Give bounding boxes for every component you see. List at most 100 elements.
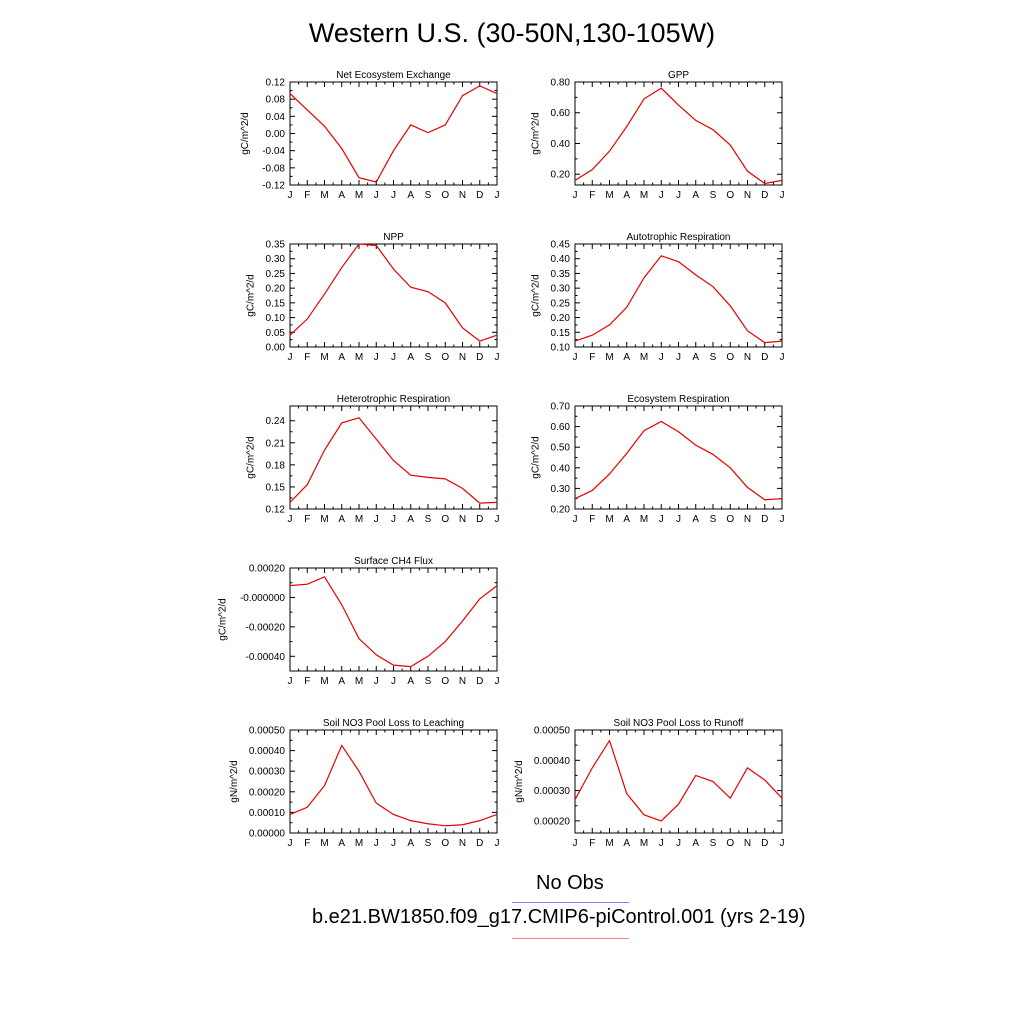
x-tick-label: S bbox=[710, 352, 717, 363]
y-axis-label: gC/m^2/d bbox=[531, 112, 542, 155]
x-tick-label: S bbox=[425, 514, 432, 525]
x-tick-label: M bbox=[355, 676, 363, 687]
x-tick-label: A bbox=[407, 838, 414, 849]
y-tick-label: 0.00020 bbox=[249, 564, 286, 575]
series-line bbox=[574, 255, 783, 344]
y-tick-label: 0.00 bbox=[266, 129, 286, 140]
x-tick-label: J bbox=[391, 190, 396, 201]
x-tick-label: M bbox=[320, 838, 328, 849]
x-tick-label: A bbox=[338, 352, 345, 363]
x-tick-label: J bbox=[573, 514, 578, 525]
x-tick-label: J bbox=[780, 514, 785, 525]
x-tick-label: F bbox=[589, 352, 595, 363]
y-tick-label: 0.00050 bbox=[534, 726, 571, 737]
y-tick-label: 0.20 bbox=[551, 313, 571, 324]
x-tick-label: M bbox=[605, 190, 613, 201]
y-tick-label: 0.18 bbox=[266, 460, 286, 471]
chart-title: Soil NO3 Pool Loss to Runoff bbox=[614, 718, 744, 729]
y-tick-label: 0.80 bbox=[551, 78, 571, 89]
x-tick-label: F bbox=[304, 838, 310, 849]
y-tick-label: 0.00040 bbox=[249, 746, 286, 757]
y-tick-label: 0.20 bbox=[266, 284, 286, 295]
y-tick-label: 0.00050 bbox=[249, 726, 286, 737]
x-tick-label: A bbox=[623, 514, 630, 525]
y-tick-label: 0.10 bbox=[551, 343, 571, 354]
x-tick-label: J bbox=[288, 838, 293, 849]
x-tick-label: N bbox=[744, 514, 751, 525]
chart-title: Heterotrophic Respiration bbox=[337, 394, 450, 405]
x-tick-label: O bbox=[726, 190, 734, 201]
y-tick-label: 0.00 bbox=[266, 343, 286, 354]
y-tick-label: 0.30 bbox=[551, 284, 571, 295]
plot-frame bbox=[574, 243, 783, 348]
x-tick-label: M bbox=[320, 514, 328, 525]
x-tick-label: J bbox=[374, 838, 379, 849]
x-tick-label: M bbox=[355, 514, 363, 525]
y-tick-label: 0.35 bbox=[551, 269, 571, 280]
x-tick-label: A bbox=[623, 352, 630, 363]
plot-frame bbox=[289, 243, 498, 348]
y-tick-label: 0.05 bbox=[266, 328, 286, 339]
y-tick-label: -0.00040 bbox=[246, 652, 286, 663]
x-tick-label: N bbox=[459, 352, 466, 363]
series-line bbox=[574, 739, 783, 822]
x-tick-label: A bbox=[623, 190, 630, 201]
x-tick-label: D bbox=[476, 190, 483, 201]
x-tick-label: M bbox=[605, 352, 613, 363]
chart-title: Autotrophic Respiration bbox=[627, 232, 731, 243]
y-tick-label: 0.40 bbox=[551, 139, 571, 150]
plot-frame bbox=[289, 81, 498, 186]
y-tick-label: 0.45 bbox=[551, 240, 571, 251]
y-tick-label: 0.00000 bbox=[249, 829, 286, 840]
x-tick-label: M bbox=[320, 190, 328, 201]
y-tick-label: 0.40 bbox=[551, 254, 571, 265]
y-tick-label: -0.08 bbox=[262, 163, 285, 174]
chart-title: GPP bbox=[668, 70, 689, 81]
x-tick-label: A bbox=[623, 838, 630, 849]
x-tick-label: J bbox=[676, 514, 681, 525]
x-tick-label: A bbox=[338, 514, 345, 525]
x-tick-label: M bbox=[355, 838, 363, 849]
x-tick-label: J bbox=[676, 190, 681, 201]
y-tick-label: -0.00020 bbox=[246, 622, 286, 633]
y-tick-label: 0.00020 bbox=[534, 816, 571, 827]
series-line bbox=[289, 576, 498, 668]
x-tick-label: O bbox=[441, 352, 449, 363]
y-tick-label: 0.24 bbox=[266, 416, 286, 427]
chart-title: Surface CH4 Flux bbox=[354, 556, 433, 567]
x-tick-label: J bbox=[374, 514, 379, 525]
legend-case-label: b.e21.BW1850.f09_g17.CMIP6-piControl.001… bbox=[312, 906, 806, 928]
series-line bbox=[289, 243, 498, 342]
chart-title: Ecosystem Respiration bbox=[627, 394, 729, 405]
x-tick-label: N bbox=[459, 838, 466, 849]
x-tick-label: N bbox=[744, 190, 751, 201]
x-tick-label: A bbox=[407, 190, 414, 201]
y-tick-label: 0.00040 bbox=[534, 756, 571, 767]
y-tick-label: 0.50 bbox=[551, 443, 571, 454]
x-tick-label: A bbox=[692, 352, 699, 363]
x-tick-label: D bbox=[761, 352, 768, 363]
x-tick-label: M bbox=[640, 352, 648, 363]
x-tick-label: F bbox=[304, 190, 310, 201]
x-tick-label: A bbox=[338, 676, 345, 687]
y-tick-label: 0.35 bbox=[266, 240, 286, 251]
y-tick-label: 0.15 bbox=[266, 482, 286, 493]
x-tick-label: N bbox=[744, 352, 751, 363]
x-tick-label: O bbox=[726, 352, 734, 363]
plot-frame bbox=[289, 729, 498, 834]
x-tick-label: J bbox=[391, 838, 396, 849]
y-tick-label: 0.08 bbox=[266, 95, 286, 106]
x-tick-label: O bbox=[726, 514, 734, 525]
x-tick-label: J bbox=[659, 352, 664, 363]
series-line bbox=[574, 87, 783, 185]
x-tick-label: J bbox=[780, 190, 785, 201]
y-tick-label: -0.04 bbox=[262, 146, 285, 157]
x-tick-label: D bbox=[761, 190, 768, 201]
x-tick-label: J bbox=[495, 352, 500, 363]
x-tick-label: J bbox=[573, 838, 578, 849]
